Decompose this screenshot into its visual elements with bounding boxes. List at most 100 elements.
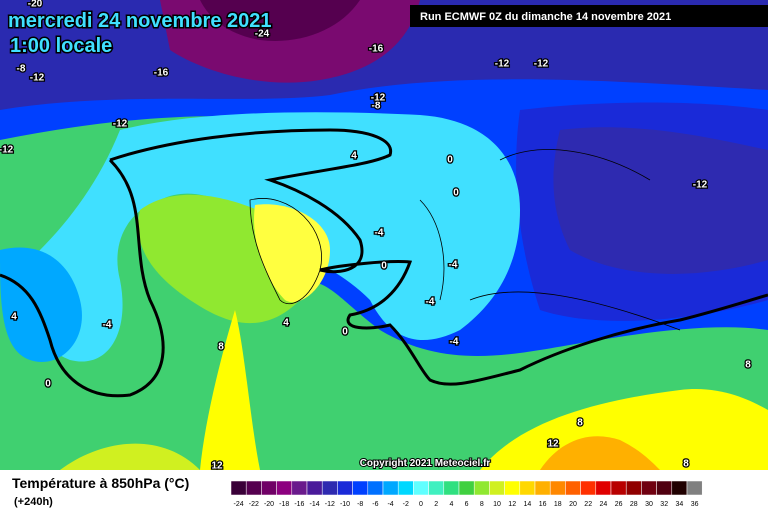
contour-label: -12 <box>495 59 510 70</box>
colorbar-swatch <box>565 480 581 496</box>
colorbar-tick-label: 16 <box>539 501 547 508</box>
colorbar-tick-label: 12 <box>508 501 516 508</box>
colorbar-swatch <box>245 480 262 496</box>
colorbar-swatch <box>595 480 612 496</box>
colorbar-tick-label: 32 <box>660 501 668 508</box>
contour-label: -8 <box>17 64 26 75</box>
colorbar-tick-label: 30 <box>645 501 653 508</box>
colorbar-swatch <box>458 480 475 496</box>
colorbar-swatch <box>656 480 673 496</box>
contour-label: -16 <box>369 44 384 55</box>
contour-label: -12 <box>113 119 128 130</box>
colorbar-swatch <box>489 480 505 496</box>
colorbar-swatch <box>443 480 460 496</box>
contour-label: -8 <box>372 101 381 112</box>
colorbar-tick-label: 18 <box>554 501 562 508</box>
colorbar-swatch <box>534 480 551 496</box>
colorbar-tick-label: 14 <box>524 501 532 508</box>
colorbar-tick-label: -12 <box>325 501 335 508</box>
colorbar-swatch <box>291 480 308 496</box>
colorbar-tick-label: -6 <box>372 501 378 508</box>
legend-lead: (+240h) <box>14 496 53 508</box>
contour-label: 4 <box>351 151 357 162</box>
colorbar-tick-label: 20 <box>569 501 577 508</box>
map-title: mercredi 24 novembre 2021 <box>8 10 272 32</box>
colorbar-tick-label: 2 <box>434 501 438 508</box>
colorbar-tick-label: 10 <box>493 501 501 508</box>
colorbar-tick-label: -20 <box>264 501 274 508</box>
colorbar-swatch <box>671 480 688 496</box>
contour-label: 0 <box>381 261 387 272</box>
contour-label: 12 <box>211 461 223 472</box>
contour-labels: -20 -24 -16 -12 -12 -8 -8 -12 -16 -12 -1… <box>0 0 752 473</box>
contour-label: -12 <box>0 145 14 156</box>
copyright: Copyright 2021 Meteociel.fr <box>360 458 491 469</box>
contour-label: 0 <box>447 155 453 166</box>
colorbar-tick-label: 0 <box>419 501 423 508</box>
colorbar-swatch <box>519 480 536 496</box>
colorbar-swatch <box>428 480 445 496</box>
colorbar-swatch <box>413 480 429 496</box>
contour-label: -4 <box>426 297 435 308</box>
colorbar-tick-label: -22 <box>249 501 259 508</box>
contour-label: -4 <box>375 228 384 239</box>
colorbar-swatch <box>261 480 277 496</box>
colorbar-tick-label: -10 <box>340 501 350 508</box>
colorbar-tick-label: 26 <box>615 501 623 508</box>
colorbar-tick-label: -2 <box>403 501 409 508</box>
colorbar-swatch <box>230 480 247 496</box>
contour-label: -4 <box>450 337 459 348</box>
colorbar-tick-label: 28 <box>630 501 638 508</box>
contour-label: -12 <box>693 180 708 191</box>
colorbar-swatch <box>306 480 323 496</box>
colorbar-tick-label: 36 <box>691 501 699 508</box>
contour-label: 8 <box>745 360 751 371</box>
colorbar-swatch <box>367 480 384 496</box>
contour-label: -20 <box>28 0 43 10</box>
contour-label: 8 <box>683 459 689 470</box>
run-info: Run ECMWF 0Z du dimanche 14 novembre 202… <box>420 11 671 23</box>
colorbar-tick-label: 24 <box>600 501 608 508</box>
contour-label: -4 <box>449 260 458 271</box>
contour-label: -12 <box>534 59 549 70</box>
colorbar-swatch <box>276 480 293 496</box>
colorbar-swatch <box>382 480 399 496</box>
contour-label: 8 <box>577 418 583 429</box>
contour-label: -24 <box>255 29 270 40</box>
colorbar-swatch <box>580 480 597 496</box>
map-background <box>0 0 768 470</box>
colorbar-tick-label: -4 <box>387 501 393 508</box>
colorbar-tick-label: 34 <box>676 501 684 508</box>
contour-label: 8 <box>218 342 224 353</box>
contour-label: 12 <box>547 439 559 450</box>
colorbar-tick-label: -8 <box>357 501 363 508</box>
run-box <box>410 5 768 27</box>
colorbar-swatch <box>625 480 642 496</box>
colorbar-swatch <box>397 480 414 496</box>
colorbar: -24 -22 -20 -18 -16 -14 -12 -10 -8 -6 -4 -2 0 2 4 6 8 10 1… <box>230 480 703 508</box>
map-time: 1:00 locale <box>10 35 112 57</box>
colorbar-swatch <box>473 480 490 496</box>
colorbar-swatch <box>641 480 657 496</box>
colorbar-tick-label: 8 <box>480 501 484 508</box>
colorbar-swatch <box>352 480 369 496</box>
colorbar-tick-label: -24 <box>234 501 244 508</box>
contour-label: -16 <box>154 68 169 79</box>
colorbar-swatch <box>504 480 521 496</box>
contour-label: 0 <box>342 327 348 338</box>
colorbar-tick-label: 6 <box>465 501 469 508</box>
colorbar-swatch <box>610 480 627 496</box>
colorbar-tick-label: -16 <box>294 501 304 508</box>
contour-label: -12 <box>30 73 45 84</box>
colorbar-tick-label: 4 <box>449 501 453 508</box>
contour-label: 4 <box>11 312 17 323</box>
contour-label: 0 <box>45 379 51 390</box>
colorbar-swatch <box>321 480 338 496</box>
colorbar-swatch <box>549 480 566 496</box>
contour-label: -12 <box>371 93 386 104</box>
zero-isotherm <box>0 128 768 398</box>
coastline <box>249 149 681 331</box>
colorbar-tick-label: 22 <box>584 501 592 508</box>
contour-label: 0 <box>453 188 459 199</box>
